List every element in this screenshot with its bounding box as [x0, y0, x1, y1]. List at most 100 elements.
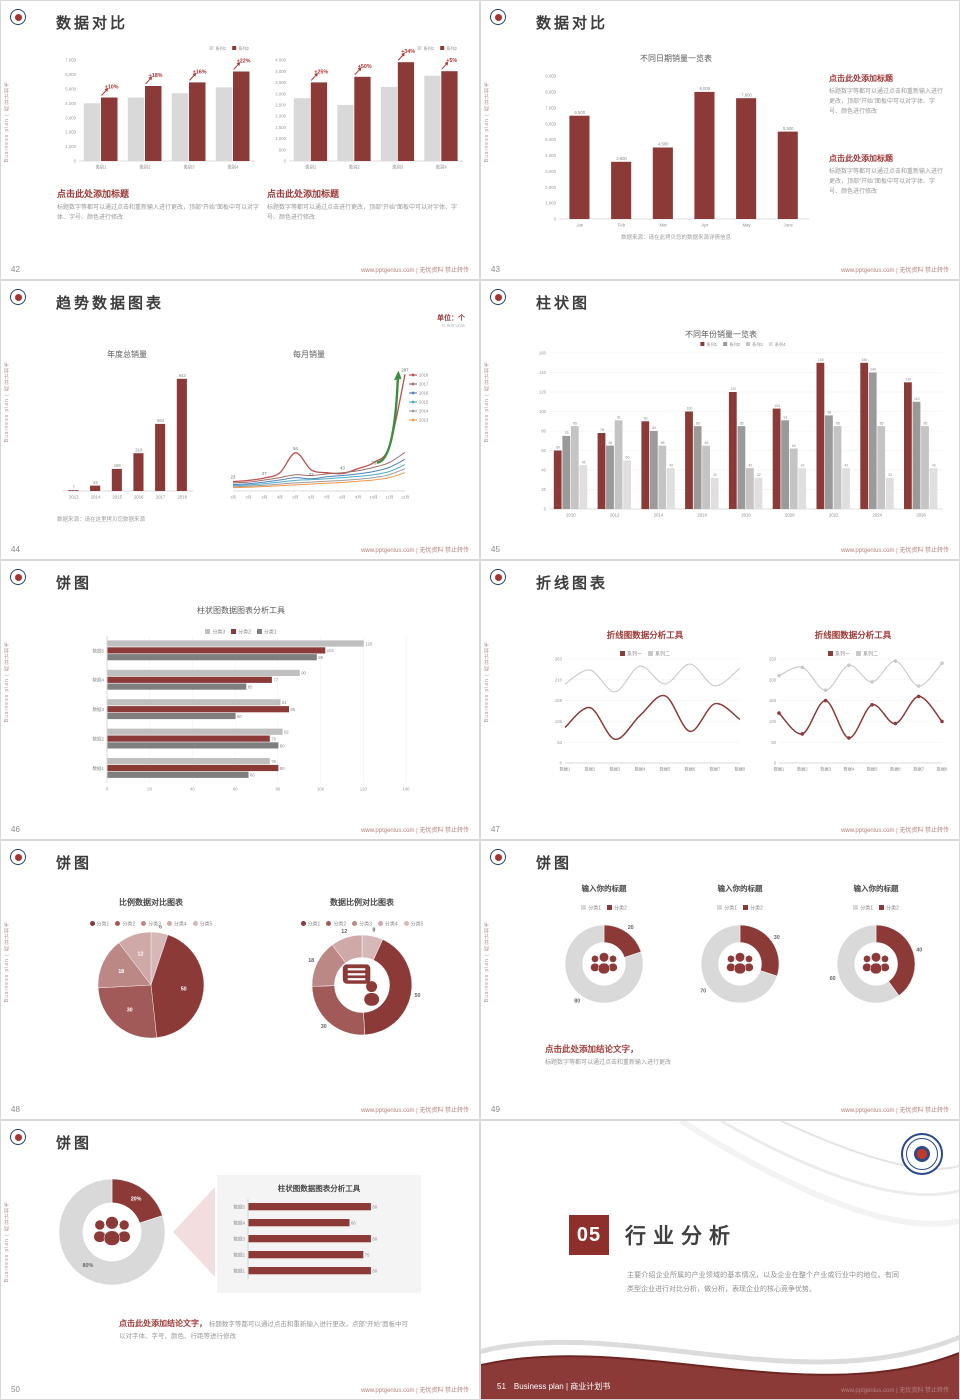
svg-text:4月: 4月	[277, 494, 283, 499]
chart-title: 不同日期销量一览表	[640, 54, 712, 63]
svg-text:42: 42	[932, 463, 936, 467]
svg-text:186: 186	[114, 463, 122, 468]
svg-text:287: 287	[401, 367, 409, 372]
section-title: 行业分析	[625, 1225, 737, 1248]
svg-text:0: 0	[544, 507, 547, 512]
svg-text:9,000: 9,000	[545, 74, 556, 79]
slide-45-thumbnail[interactable]: Business plan | 商业计划书 柱状图 不同年份销量一览表 0 20 4…	[481, 281, 959, 559]
bar-chart-panel: 柱状图数据图表分析工具 数据5 数据4 数据3 数据2 数据1 80 66 80 75 80	[217, 1175, 421, 1293]
svg-text:140: 140	[402, 787, 410, 792]
slide-43-thumbnail[interactable]: Business plan | 商业计划书 数据对比 不同日期销量一览表 0 1,…	[481, 1, 959, 279]
svg-text:2014: 2014	[654, 512, 664, 517]
svg-text:类别2: 类别2	[140, 163, 152, 170]
svg-text:78: 78	[600, 428, 604, 432]
watermark-url: www.pptgenius.com | 无忧资料 禁止转传	[361, 268, 469, 274]
university-logo-icon	[490, 9, 506, 25]
svg-text:数据6: 数据6	[685, 765, 696, 772]
svg-text:76: 76	[271, 759, 276, 764]
svg-text:85: 85	[573, 421, 577, 425]
legend-item: 分类4	[166, 920, 187, 928]
slide-50-thumbnail[interactable]: Business plan | 商业计划书 饼图 20% 80% 柱状图数据图表分…	[1, 1121, 479, 1399]
donut-chart-3: 40 60	[817, 915, 935, 1013]
conclusion-block: 点击此处添加结论文字， 标题数字等都可以通过点击和重新输入进行更改	[545, 1043, 885, 1068]
legend-item: 分类3	[205, 628, 225, 636]
line-chart-right: 0 50 100 150 200 250 数据1 数据2 数据3 数据4 数据5 数据6 数据7 数据8	[759, 651, 947, 773]
svg-text:8月: 8月	[340, 494, 346, 499]
svg-text:数据5: 数据5	[92, 647, 104, 654]
svg-text:62: 62	[792, 444, 796, 448]
svg-text:数据4: 数据4	[635, 765, 646, 772]
svg-text:85: 85	[923, 421, 927, 425]
svg-text:数据2: 数据2	[585, 765, 596, 772]
svg-text:42: 42	[748, 463, 752, 467]
chart-title: 折线图数据分析工具	[606, 630, 684, 640]
page-number: 51	[497, 1382, 506, 1391]
svg-text:4,000: 4,000	[65, 101, 76, 106]
legend-item: 分类3	[352, 920, 372, 928]
svg-text:18: 18	[308, 958, 314, 964]
svg-text:数据3: 数据3	[233, 1236, 245, 1243]
chart-legend: 分类3 分类2 分类1	[91, 621, 391, 637]
svg-text:0: 0	[284, 159, 287, 164]
svg-text:数据8: 数据8	[937, 765, 947, 772]
chart-title: 柱状图数据图表分析工具	[197, 606, 285, 615]
slide-44-thumbnail[interactable]: Business plan | 商业计划书 趋势数据图表 单位：个 In 900…	[1, 281, 479, 559]
slide-51-thumbnail[interactable]: 05 行业分析 主要介绍企业所属的产业领域的基本情况，以及企业在整个产业或行业中…	[481, 1121, 959, 1399]
svg-text:60: 60	[237, 714, 242, 719]
slide-title: 饼图	[536, 855, 573, 872]
slide-49-thumbnail[interactable]: Business plan | 商业计划书 饼图 输入你的标题 分类1 分类2 2…	[481, 841, 959, 1119]
svg-text:200: 200	[769, 677, 777, 682]
svg-text:564: 564	[157, 418, 165, 423]
svg-text:160: 160	[539, 351, 547, 356]
svg-text:140: 140	[539, 370, 547, 375]
funnel-connector-shape	[173, 1187, 215, 1277]
svg-text:318: 318	[135, 447, 143, 452]
body-placeholder: 标题数字等都可以通过点击和重新输入进行更改，顶部“开始”面板中可以对字体、字号、…	[829, 169, 944, 196]
svg-text:42: 42	[801, 463, 805, 467]
svg-text:数据3: 数据3	[92, 706, 104, 713]
text-block: 点击此处添加标题 标题数字等都可以通过点击和重新输入进行更改，顶部“开始”面板中…	[57, 187, 259, 223]
slide-47-thumbnail[interactable]: Business plan | 商业计划书 折线图表 折线图数据分析工具 系列一…	[481, 561, 959, 839]
slide-title: 数据对比	[536, 15, 609, 32]
svg-text:+25%: +25%	[314, 69, 328, 75]
svg-text:81: 81	[282, 700, 287, 705]
svg-text:85: 85	[740, 421, 744, 425]
slide-46-thumbnail[interactable]: Business plan | 商业计划书 饼图 柱状图数据图表分析工具 分类3…	[1, 561, 479, 839]
slide-title: 饼图	[56, 575, 93, 592]
svg-text:70: 70	[700, 988, 706, 994]
watermark-url: www.pptgenius.com | 无忧资料 禁止转传	[361, 1108, 469, 1114]
watermark-url: www.pptgenius.com | 无忧资料 禁止转传	[841, 1108, 949, 1114]
svg-text:150: 150	[818, 358, 824, 362]
donut-chart: 8 50 30 18 12	[293, 925, 431, 1045]
svg-text:数据1: 数据1	[774, 765, 785, 772]
svg-text:120: 120	[360, 787, 368, 792]
text-block: 点击此处添加标题 标题数字等都可以通过点击和重新输入进行更改，顶部“开始”面板中…	[829, 73, 945, 118]
svg-text:80: 80	[541, 429, 546, 434]
svg-text:数据1: 数据1	[92, 765, 104, 772]
footer-label: Business plan | 商业计划书	[513, 1382, 611, 1391]
chart-legend: 分类1 分类2	[681, 897, 799, 913]
svg-text:80: 80	[280, 743, 285, 748]
svg-text:80: 80	[280, 766, 285, 771]
conclusion-heading: 点击此处添加结论文字，	[119, 1319, 207, 1328]
svg-text:系列2: 系列2	[729, 341, 740, 348]
svg-text:类别4: 类别4	[228, 163, 240, 170]
svg-text:60: 60	[830, 976, 836, 982]
monthly-sales-bar-chart: 0 1,000 2,000 3,000 4,000 5,000 6,000 7,000 8,00…	[537, 65, 813, 229]
svg-text:数据4: 数据4	[844, 765, 855, 772]
svg-text:类别4: 类别4	[436, 163, 448, 170]
svg-text:Jan: Jan	[576, 222, 584, 227]
svg-text:7,000: 7,000	[545, 105, 556, 110]
slide-42-thumbnail[interactable]: Business plan | 商业计划书 数据对比 0 1,000 2,000 3,…	[1, 1, 479, 279]
svg-text:263: 263	[555, 657, 563, 662]
svg-text:数据2: 数据2	[797, 765, 808, 772]
svg-text:150: 150	[769, 698, 777, 703]
column-title: 输入你的标题	[581, 884, 627, 893]
sidebar-vertical-text: Business plan | 商业计划书	[484, 921, 490, 1003]
svg-text:0: 0	[106, 787, 109, 792]
body-placeholder: 标题数字等都可以通过点击进行更改，顶部“开始”面板中可以对字体、字号、颜色进行修…	[267, 205, 457, 222]
svg-text:12月: 12月	[401, 494, 409, 499]
page-number: 45	[491, 545, 500, 554]
slide-48-thumbnail[interactable]: Business plan | 商业计划书 饼图 比例数据对比图表 分类1 分类2…	[1, 841, 479, 1119]
chart-title: 比例数据对比图表	[119, 898, 183, 907]
